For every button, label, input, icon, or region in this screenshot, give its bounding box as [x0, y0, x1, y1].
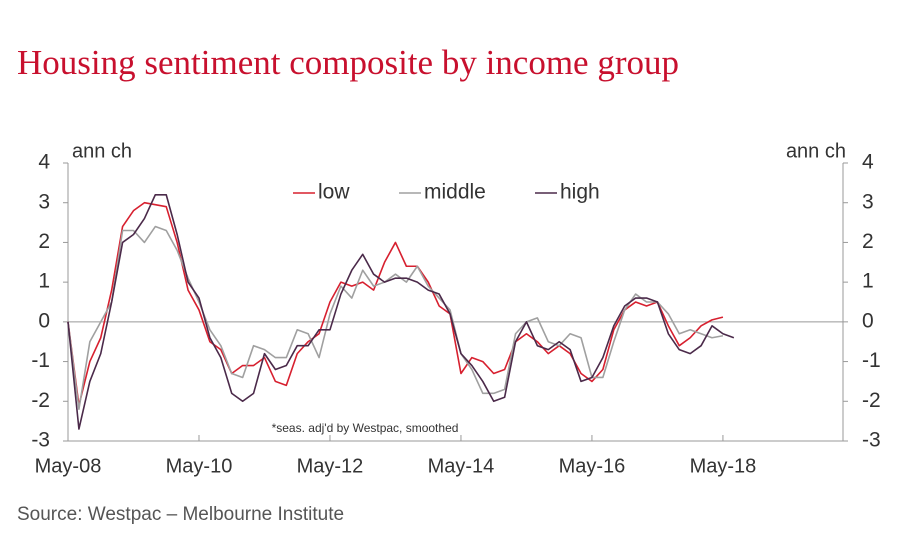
- y2-tick-label: -3: [862, 429, 881, 452]
- line-series: [67, 201, 724, 407]
- y2-tick-label: -1: [862, 349, 881, 372]
- legend-label: middle: [424, 181, 486, 204]
- y2-tick-label: 0: [862, 309, 874, 332]
- y2-tick-label: 4: [862, 151, 874, 174]
- line-series: [67, 193, 735, 430]
- source: Source: Westpac – Melbourne Institute: [17, 504, 344, 525]
- x-tick-label: May-18: [690, 455, 757, 477]
- y2-axis-label: ann ch: [786, 140, 846, 162]
- y-tick-label: -1: [31, 349, 50, 372]
- x-tick-label: May-16: [559, 455, 626, 477]
- y-tick-label: 1: [38, 270, 50, 293]
- y-tick-label: 2: [38, 230, 50, 253]
- legend-label: low: [318, 181, 350, 204]
- y-tick-label: 4: [38, 151, 50, 174]
- annotation: *seas. adj'd by Westpac, smoothed: [272, 421, 459, 435]
- y2-tick-label: 1: [862, 270, 874, 293]
- x-tick-label: May-08: [35, 455, 102, 477]
- legend-label: high: [560, 181, 600, 204]
- y2-tick-label: -2: [862, 389, 881, 412]
- y-tick-label: -3: [31, 429, 50, 452]
- y-tick-label: 0: [38, 309, 50, 332]
- x-tick-label: May-10: [166, 455, 233, 477]
- line-series: [67, 225, 724, 411]
- y-tick-label: -2: [31, 389, 50, 412]
- y-axis-label: ann ch: [72, 140, 132, 162]
- y-tick-label: 3: [38, 190, 50, 213]
- y2-tick-label: 3: [862, 190, 874, 213]
- y2-tick-label: 2: [862, 230, 874, 253]
- x-tick-label: May-14: [428, 455, 495, 477]
- x-tick-label: May-12: [297, 455, 364, 477]
- chart-title: Housing sentiment composite by income gr…: [17, 43, 679, 82]
